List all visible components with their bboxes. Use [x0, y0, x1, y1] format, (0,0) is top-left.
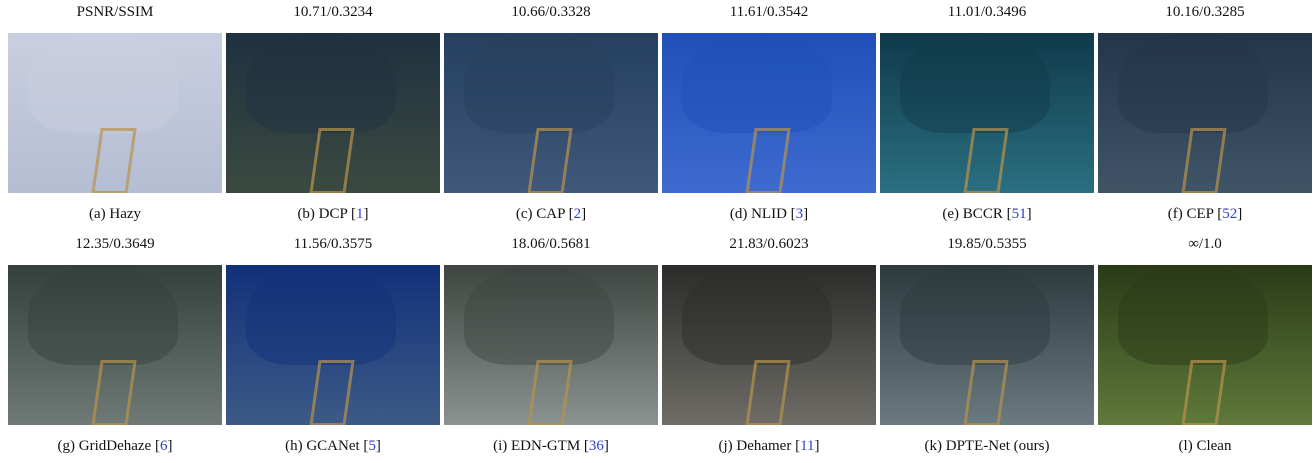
caption-bracket: ] [376, 438, 381, 454]
citation: 52 [1222, 206, 1237, 222]
result-image [1098, 265, 1312, 425]
metric-label: 21.83/0.6023 [662, 236, 876, 253]
result-image [1098, 33, 1312, 193]
caption-bracket: ] [364, 206, 369, 222]
course-shape [527, 360, 572, 425]
result-image [444, 33, 658, 193]
citation: 1 [356, 206, 364, 222]
caption-text: (c) CAP [ [516, 206, 574, 222]
tree-shape [682, 265, 832, 365]
tree-shape [1118, 33, 1268, 133]
caption-text: (l) Clean [1179, 438, 1232, 454]
caption: (d) NLID [3] [662, 206, 876, 223]
metric-label: 19.85/0.5355 [880, 236, 1094, 253]
caption: (f) CEP [52] [1098, 206, 1312, 223]
result-image [880, 33, 1094, 193]
caption-text: (d) NLID [ [730, 206, 796, 222]
caption-text: (h) GCANet [ [285, 438, 368, 454]
metric-label: 18.06/0.5681 [444, 236, 658, 253]
citation: 36 [589, 438, 604, 454]
caption: (l) Clean [1098, 438, 1312, 455]
metric-label: ∞/1.0 [1098, 236, 1312, 253]
metric-label: 11.56/0.3575 [226, 236, 440, 253]
tree-shape [464, 33, 614, 133]
result-image [880, 265, 1094, 425]
result-image [444, 265, 658, 425]
caption-text: (e) BCCR [ [942, 206, 1011, 222]
course-shape [963, 360, 1008, 425]
result-image [8, 33, 222, 193]
caption-text: (g) GridDehaze [ [58, 438, 160, 454]
tree-shape [900, 265, 1050, 365]
course-shape [1181, 360, 1226, 425]
result-image [226, 33, 440, 193]
course-shape [309, 128, 354, 193]
caption: (h) GCANet [5] [226, 438, 440, 455]
result-image [662, 265, 876, 425]
citation: 51 [1012, 206, 1027, 222]
metric-label: 10.71/0.3234 [226, 4, 440, 21]
caption: (i) EDN-GTM [36] [444, 438, 658, 455]
tree-shape [1118, 265, 1268, 365]
metric-label: 10.16/0.3285 [1098, 4, 1312, 21]
metric-label: 11.01/0.3496 [880, 4, 1094, 21]
metric-label: PSNR/SSIM [8, 4, 222, 21]
caption: (b) DCP [1] [226, 206, 440, 223]
course-shape [745, 128, 790, 193]
caption: (c) CAP [2] [444, 206, 658, 223]
tree-shape [246, 33, 396, 133]
result-image [8, 265, 222, 425]
caption-text: (i) EDN-GTM [ [493, 438, 589, 454]
caption-text: (j) Dehamer [ [718, 438, 800, 454]
metric-label: 11.61/0.3542 [662, 4, 876, 21]
caption: (e) BCCR [51] [880, 206, 1094, 223]
tree-shape [900, 33, 1050, 133]
caption-text: (a) Hazy [89, 206, 141, 222]
figure: PSNR/SSIM (a) Hazy 10.71/0.3234 (b) DCP [1]… [0, 0, 1313, 463]
course-shape [91, 128, 136, 193]
tree-shape [246, 265, 396, 365]
metric-label: 10.66/0.3328 [444, 4, 658, 21]
caption-bracket: ] [581, 206, 586, 222]
caption-bracket: ] [815, 438, 820, 454]
tree-shape [682, 33, 832, 133]
result-image [226, 265, 440, 425]
course-shape [91, 360, 136, 425]
citation: 5 [368, 438, 376, 454]
caption-bracket: ] [167, 438, 172, 454]
caption-bracket: ] [604, 438, 609, 454]
course-shape [963, 128, 1008, 193]
course-shape [309, 360, 354, 425]
caption-bracket: ] [803, 206, 808, 222]
tree-shape [28, 33, 178, 133]
tree-shape [464, 265, 614, 365]
caption: (g) GridDehaze [6] [8, 438, 222, 455]
caption-bracket: ] [1237, 206, 1242, 222]
caption-text: (k) DPTE-Net (ours) [925, 438, 1050, 454]
course-shape [527, 128, 572, 193]
caption-text: (f) CEP [ [1168, 206, 1222, 222]
metric-label: 12.35/0.3649 [8, 236, 222, 253]
course-shape [1181, 128, 1226, 193]
caption-text: (b) DCP [ [297, 206, 356, 222]
tree-shape [28, 265, 178, 365]
caption-bracket: ] [1027, 206, 1032, 222]
citation: 11 [800, 438, 814, 454]
course-shape [745, 360, 790, 425]
result-image [662, 33, 876, 193]
caption: (k) DPTE-Net (ours) [880, 438, 1094, 455]
caption: (a) Hazy [8, 206, 222, 223]
caption: (j) Dehamer [11] [662, 438, 876, 455]
